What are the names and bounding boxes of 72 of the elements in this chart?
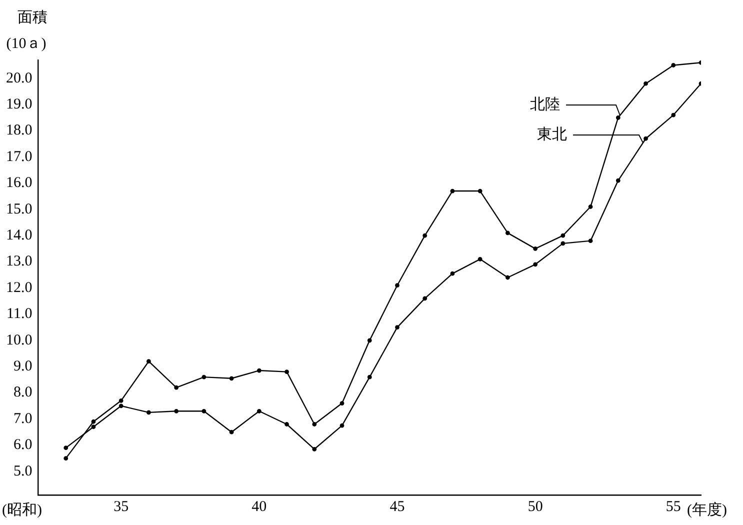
point <box>174 408 179 414</box>
point <box>256 408 262 414</box>
text: (昭和) <box>2 501 42 518</box>
point <box>64 456 68 461</box>
y-tick-label: 8.0 <box>14 384 32 401</box>
y-tick-label: 18.0 <box>6 122 32 139</box>
point <box>422 233 428 238</box>
y-tick-label: 19.0 <box>6 96 32 112</box>
point <box>367 374 372 380</box>
x-tick-label: 35 <box>114 498 129 515</box>
point <box>616 115 620 120</box>
point <box>671 112 676 118</box>
point <box>478 256 482 262</box>
point <box>146 410 151 415</box>
legend-label: 東北 <box>537 126 567 143</box>
point <box>340 401 344 406</box>
point <box>202 408 206 414</box>
y-tick-label: 7.0 <box>14 410 32 427</box>
point <box>450 188 455 194</box>
point <box>478 188 482 194</box>
point <box>229 430 234 434</box>
point <box>91 419 96 424</box>
point <box>644 136 648 141</box>
y-tick-label: 10.0 <box>6 332 32 348</box>
y-tick-label: 17.0 <box>6 148 32 165</box>
y-axis-title: 面積 (10ａ) <box>6 8 48 52</box>
y-tick-label: 15.0 <box>6 201 32 218</box>
point <box>229 376 234 381</box>
point <box>367 338 372 343</box>
x-tick-label: 55 <box>666 498 681 515</box>
point <box>422 296 428 301</box>
x-tick-label: 45 <box>390 498 405 515</box>
point <box>146 359 151 364</box>
point <box>118 404 124 408</box>
y-tick-label: 12.0 <box>6 280 32 296</box>
y-tick-label: 13.0 <box>6 254 32 270</box>
point <box>533 246 538 251</box>
point <box>395 325 400 330</box>
point <box>560 241 566 246</box>
point <box>312 446 317 452</box>
point <box>616 178 620 183</box>
y-tick-label: 11.0 <box>6 306 32 322</box>
point <box>340 423 344 428</box>
y-tick-label: 20.0 <box>6 70 32 86</box>
point <box>118 398 124 403</box>
y-tick-label: 16.0 <box>6 175 32 192</box>
y-tick-label: 6.0 <box>14 437 32 454</box>
point <box>256 368 262 373</box>
x-axis-title: (年度) <box>687 501 727 518</box>
point <box>284 422 289 426</box>
point <box>560 233 566 238</box>
point <box>506 230 510 236</box>
point <box>588 238 593 244</box>
point <box>202 374 206 380</box>
y-tick-label: 9.0 <box>14 358 32 375</box>
point <box>450 271 455 276</box>
point <box>644 81 648 86</box>
point <box>671 63 676 68</box>
point <box>312 422 317 426</box>
y-tick-label: 14.0 <box>6 228 32 244</box>
point <box>64 446 68 450</box>
y-tick-label: 5.0 <box>14 463 32 480</box>
x-tick-label: 40 <box>252 498 267 515</box>
x-tick-label: 50 <box>528 498 543 515</box>
point <box>174 385 179 390</box>
point <box>506 275 510 280</box>
point <box>91 424 96 430</box>
point <box>284 370 289 374</box>
legend-label: 北陸 <box>530 96 560 113</box>
point <box>533 262 538 267</box>
point <box>395 283 400 288</box>
point <box>588 204 593 209</box>
